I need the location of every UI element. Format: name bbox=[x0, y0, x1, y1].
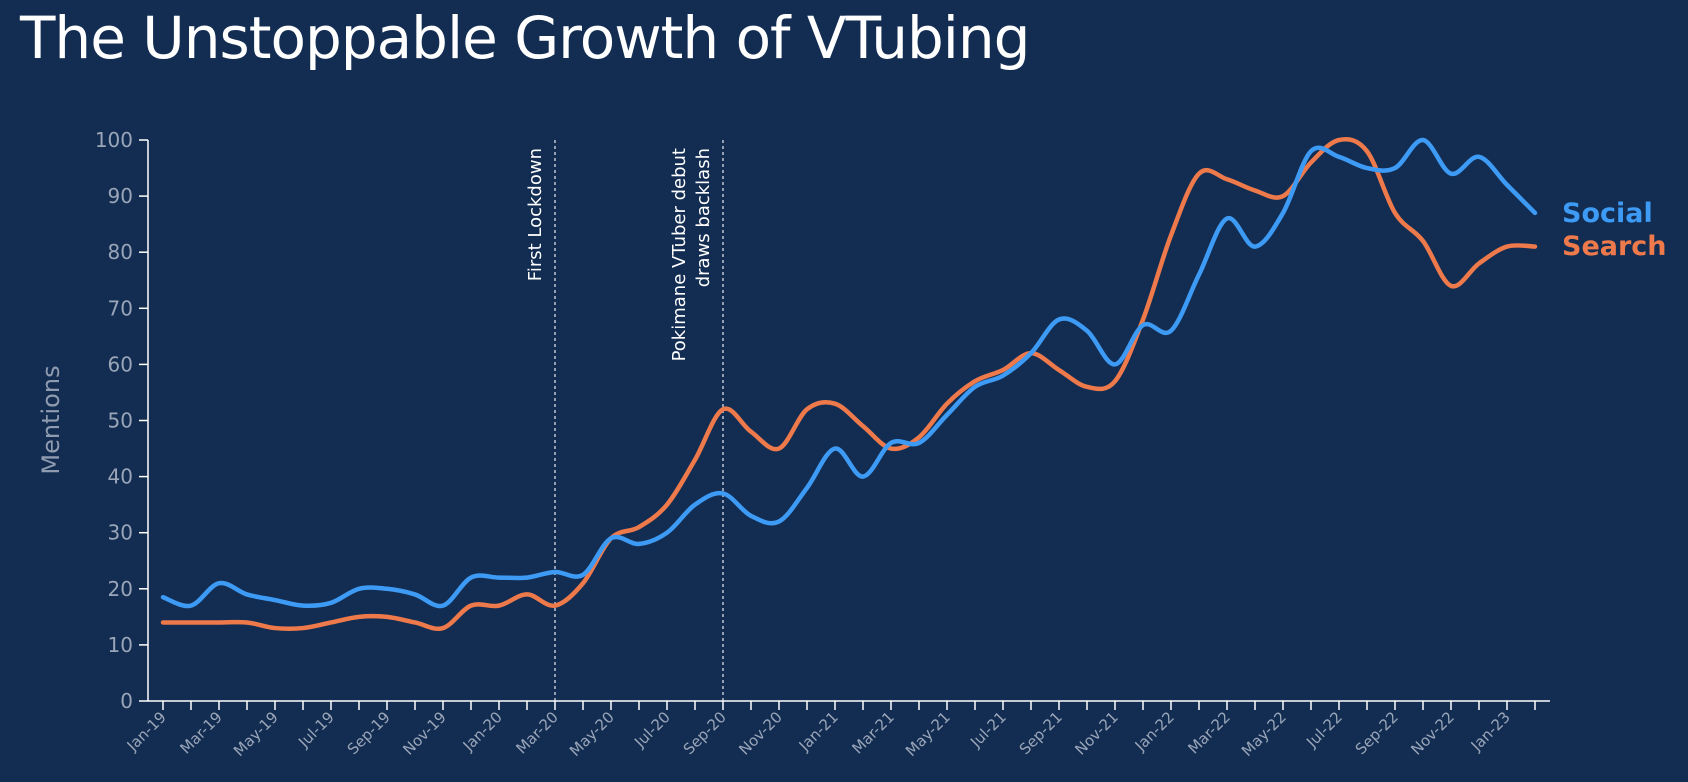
annotations: First Lockdown Pokimane VTuber debut draws… bbox=[525, 140, 724, 701]
y-tick-label: 10 bbox=[108, 633, 133, 657]
x-tick-label: Nov-20 bbox=[735, 708, 785, 758]
legend-social: Social bbox=[1562, 198, 1653, 229]
chart-title: The Unstoppable Growth of VTubing bbox=[20, 4, 1030, 72]
x-tick-label: Jul-21 bbox=[966, 708, 1010, 752]
y-tick-label: 60 bbox=[108, 352, 133, 376]
x-tick-label: Jan-20 bbox=[459, 708, 506, 755]
y-tick-label: 50 bbox=[108, 409, 133, 433]
x-tick-label: May-20 bbox=[566, 708, 618, 760]
x-axis: Jan-19 Mar-19 May-19 Jul-19 Sep-19 Nov-19 Jan-… bbox=[123, 700, 1550, 760]
y-tick-label: 90 bbox=[108, 184, 133, 208]
x-tick-label: Sep-19 bbox=[344, 708, 394, 758]
x-tick-label: Jul-20 bbox=[630, 708, 674, 752]
y-tick-label: 0 bbox=[120, 689, 133, 713]
x-tick-label: Nov-22 bbox=[1407, 708, 1457, 758]
x-tick-label: Mar-21 bbox=[848, 708, 897, 757]
y-axis: 0 10 20 30 40 50 60 70 80 90 100 Mentions bbox=[37, 128, 149, 713]
x-tick-label: Jul-19 bbox=[294, 708, 338, 752]
series-lines bbox=[160, 137, 1538, 632]
x-tick-label: Sep-22 bbox=[1352, 708, 1402, 758]
y-tick-label: 40 bbox=[108, 465, 133, 489]
legend-search: Search bbox=[1562, 231, 1667, 262]
x-tick-label: May-22 bbox=[1238, 708, 1290, 760]
series-line-search bbox=[160, 137, 1538, 632]
x-tick-label: Nov-21 bbox=[1071, 708, 1121, 758]
x-tick-label: May-21 bbox=[902, 708, 954, 760]
x-tick-label: Jan-23 bbox=[1467, 708, 1514, 755]
y-tick-label: 70 bbox=[108, 296, 133, 320]
annotation-label: Pokimane VTuber debut bbox=[669, 148, 690, 361]
x-tick-label: Jul-22 bbox=[1302, 708, 1346, 752]
series-line-social bbox=[160, 137, 1538, 609]
y-axis-title: Mentions bbox=[37, 365, 65, 474]
y-tick-label: 20 bbox=[108, 577, 133, 601]
x-tick-label: Nov-19 bbox=[399, 708, 449, 758]
x-tick-label: Sep-21 bbox=[1016, 708, 1066, 758]
x-tick-label: Mar-22 bbox=[1184, 708, 1233, 757]
x-tick-label: Mar-19 bbox=[176, 708, 225, 757]
y-tick-label: 30 bbox=[108, 521, 133, 545]
x-tick-label: Jan-21 bbox=[795, 708, 842, 755]
x-tick-label: Jan-19 bbox=[123, 708, 170, 755]
x-tick-label: Sep-20 bbox=[680, 708, 730, 758]
x-tick-label: Jan-22 bbox=[1131, 708, 1178, 755]
x-tick-label: Mar-20 bbox=[512, 708, 561, 757]
annotation-label: draws backlash bbox=[693, 148, 714, 287]
y-tick-label: 100 bbox=[95, 128, 133, 152]
annotation-label: First Lockdown bbox=[525, 148, 546, 281]
x-tick-label: May-19 bbox=[230, 708, 282, 760]
y-tick-label: 80 bbox=[108, 240, 133, 264]
